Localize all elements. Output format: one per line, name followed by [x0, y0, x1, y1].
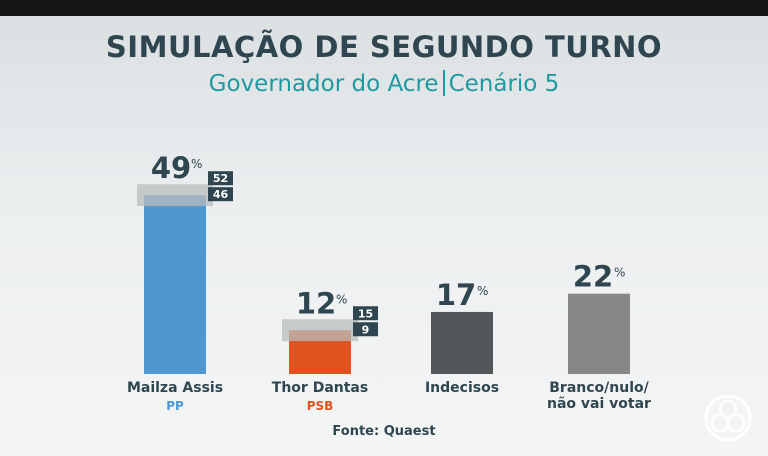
- data-label: 49: [151, 151, 191, 185]
- chart-title: SIMULAÇÃO DE SEGUNDO TURNO: [105, 30, 663, 64]
- data-label-unit: %: [477, 284, 488, 298]
- margin-high-box: [208, 171, 233, 186]
- margin-band: [137, 184, 213, 207]
- category-label: Thor Dantas: [272, 380, 368, 396]
- broadcaster-logo-icon: [704, 394, 752, 442]
- category-label: não vai votar: [547, 396, 651, 412]
- data-label-unit: %: [614, 266, 625, 280]
- chart-subtitle: Governador do Acre Cenário 5: [0, 70, 768, 97]
- category-label: Mailza Assis: [127, 380, 223, 396]
- margin-low-box: [208, 187, 233, 202]
- subtitle-separator: [442, 70, 445, 96]
- data-label: 22: [573, 260, 613, 294]
- subtitle-scenario: Cenário 5: [448, 71, 560, 97]
- category-label: Indecisos: [425, 380, 499, 396]
- margin-band: [282, 319, 358, 342]
- category-label: Branco/nulo/: [549, 380, 649, 396]
- bar: [144, 195, 206, 374]
- source-note: Fonte: Quaest: [332, 424, 436, 439]
- bar: [431, 311, 493, 374]
- margin-low-label: 9: [362, 323, 370, 336]
- subtitle-office: Governador do Acre: [208, 71, 439, 97]
- data-label: 12: [296, 286, 336, 320]
- margin-high-label: 15: [358, 307, 373, 320]
- margin-high-box: [353, 306, 378, 321]
- margin-high-label: 52: [213, 172, 228, 185]
- margin-low-label: 46: [213, 188, 229, 201]
- data-label-unit: %: [336, 292, 347, 306]
- data-label-unit: %: [191, 157, 202, 171]
- party-label: PSB: [307, 399, 334, 413]
- data-label: 17: [436, 278, 476, 312]
- margin-low-box: [353, 322, 378, 337]
- party-label: PP: [166, 399, 184, 413]
- top-bar: [0, 0, 768, 16]
- bar: [568, 293, 630, 374]
